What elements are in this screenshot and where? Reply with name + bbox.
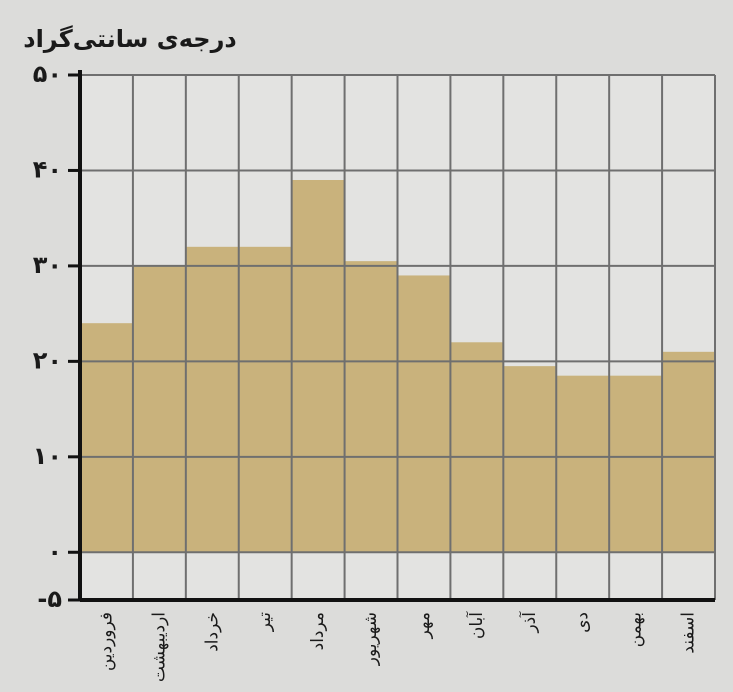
bar — [662, 351, 715, 553]
bar — [291, 180, 345, 553]
x-tick-label: تیر — [255, 612, 275, 633]
y-tick-label: ۴۰ — [33, 155, 62, 183]
y-tick-label: -۵ — [37, 585, 62, 613]
bar — [185, 246, 239, 553]
y-axis-title: درجه‌ی سانتی‌گراد — [23, 25, 236, 53]
y-tick-label: ۳۰ — [33, 251, 62, 279]
x-tick-label: اسفند — [679, 612, 699, 654]
x-tick-label: شهریور — [361, 612, 381, 666]
bar — [397, 275, 451, 553]
x-tick-label: مرداد — [308, 612, 328, 650]
y-tick-label: ۰ — [47, 537, 62, 565]
x-tick-label: بهمن — [626, 612, 646, 647]
x-tick-label: مهر — [414, 612, 434, 639]
bar — [132, 265, 186, 553]
bar — [344, 261, 398, 553]
x-tick-label: آبان — [465, 611, 487, 639]
y-tick-label: ۲۰ — [33, 346, 62, 374]
x-tick-label: فروردین — [96, 612, 116, 671]
bar — [556, 375, 610, 553]
x-tick-label: اردیبهشت — [149, 612, 169, 682]
bar — [80, 323, 133, 553]
bar — [238, 246, 292, 553]
y-tick-label: ۵۰ — [33, 60, 62, 88]
x-tick-label: خرداد — [202, 612, 222, 652]
x-tick-label: دی — [573, 612, 593, 633]
bar — [503, 366, 557, 553]
bar — [609, 375, 663, 553]
bar — [450, 342, 504, 553]
x-tick-label: آذر — [518, 611, 540, 634]
y-tick-label: ۱۰ — [33, 442, 62, 470]
